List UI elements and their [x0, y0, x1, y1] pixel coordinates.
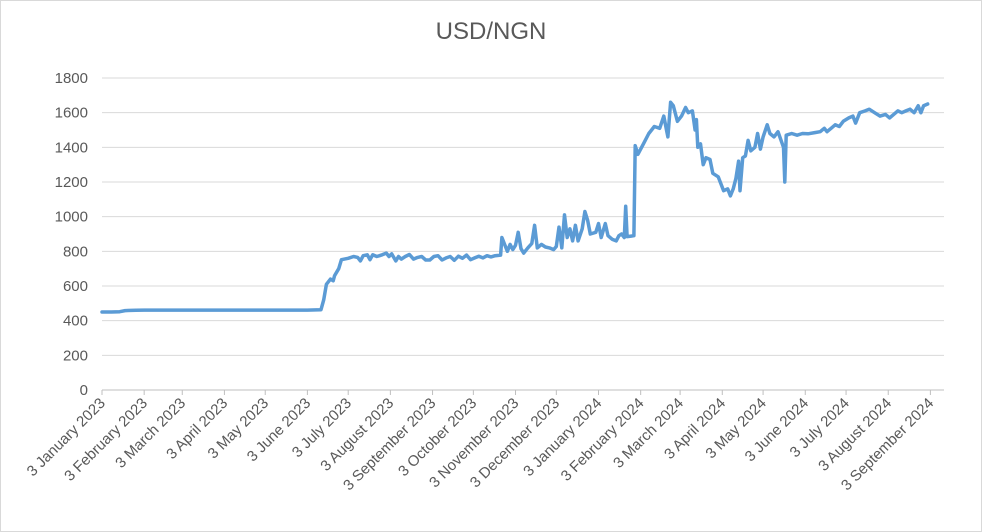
y-tick-label: 1400 [55, 139, 88, 156]
y-tick-label: 800 [63, 243, 88, 260]
series-line [100, 100, 930, 314]
y-tick-label: 0 [80, 382, 88, 399]
y-tick-label: 1200 [55, 174, 88, 191]
y-tick-label: 400 [63, 313, 88, 330]
x-tick-label: 3 August 2023 [317, 395, 397, 475]
y-tick-label: 200 [63, 347, 88, 364]
x-tick-label: 3 August 2024 [815, 395, 895, 475]
y-tick-label: 1000 [55, 209, 88, 226]
chart-title: USD/NGN [435, 18, 547, 45]
y-tick-label: 1800 [55, 70, 88, 87]
y-tick-label: 600 [63, 278, 88, 295]
y-tick-label: 1600 [55, 105, 88, 122]
